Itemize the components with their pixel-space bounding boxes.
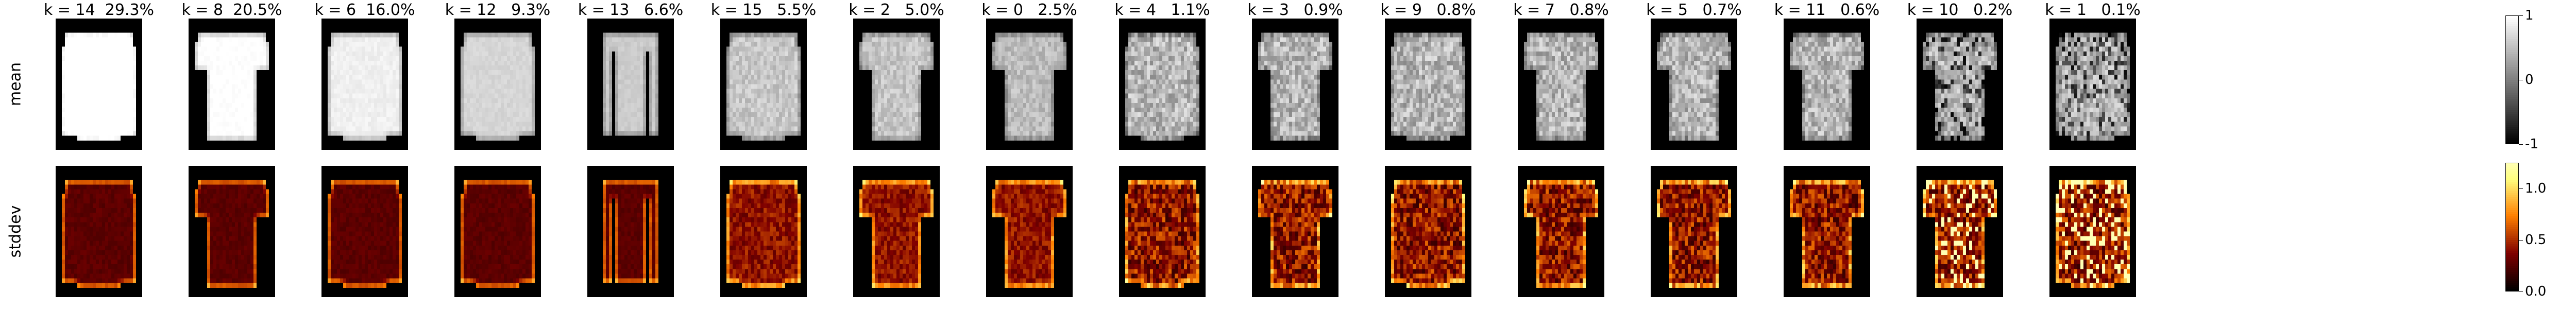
heatmap-mean-k4 — [1119, 19, 1206, 150]
panel-title-k5: k = 5 0.7% — [1646, 1, 1742, 19]
heatmap-stddev-k14 — [56, 166, 142, 297]
heatmap-mean-k9 — [1385, 19, 1471, 150]
heatmap-stddev-k13 — [587, 166, 674, 297]
panel-title-k14: k = 14 29.3% — [43, 1, 155, 19]
heatmap-stddev-k10 — [1917, 166, 2003, 297]
colorbar-tick-label: 0 — [2525, 72, 2534, 88]
heatmap-mean-k7 — [1518, 19, 1604, 150]
colorbar-tick-label: -1 — [2525, 136, 2538, 152]
panel-title-k11: k = 11 0.6% — [1774, 1, 1880, 19]
panel-title-k12: k = 12 9.3% — [445, 1, 551, 19]
heatmap-mean-k12 — [454, 19, 541, 150]
heatmap-mean-k11 — [1784, 19, 1870, 150]
heatmap-stddev-k6 — [321, 166, 408, 297]
heatmap-mean-k8 — [189, 19, 275, 150]
heatmap-stddev-k7 — [1518, 166, 1604, 297]
heatmap-mean-k6 — [321, 19, 408, 150]
colorbar-tick-label: 0.5 — [2525, 232, 2547, 248]
heatmap-mean-k3 — [1252, 19, 1338, 150]
colorbar-tick-mark — [2519, 15, 2523, 16]
panel-title-k4: k = 4 1.1% — [1114, 1, 1210, 19]
colorbar-tick-mark — [2519, 188, 2523, 189]
heatmap-mean-k5 — [1651, 19, 1737, 150]
heatmap-mean-k10 — [1917, 19, 2003, 150]
panel-title-k0: k = 0 2.5% — [981, 1, 1077, 19]
colorbar-tick-label: 1 — [2525, 8, 2534, 23]
heatmap-stddev-k15 — [720, 166, 807, 297]
row-label-mean: mean — [6, 62, 25, 106]
heatmap-stddev-k3 — [1252, 166, 1338, 297]
colorbar-tick-label: 1.0 — [2525, 181, 2547, 196]
colorbar-mean — [2505, 15, 2519, 144]
colorbar-stddev — [2505, 163, 2519, 291]
panel-title-k13: k = 13 6.6% — [578, 1, 684, 19]
panel-title-k1: k = 1 0.1% — [2045, 1, 2141, 19]
panel-title-k9: k = 9 0.8% — [1380, 1, 1476, 19]
heatmap-mean-k14 — [56, 19, 142, 150]
heatmap-mean-k13 — [587, 19, 674, 150]
heatmap-stddev-k4 — [1119, 166, 1206, 297]
heatmap-stddev-k1 — [2049, 166, 2136, 297]
panel-title-k8: k = 8 20.5% — [181, 1, 282, 19]
heatmap-stddev-k12 — [454, 166, 541, 297]
heatmap-stddev-k5 — [1651, 166, 1737, 297]
panel-title-k15: k = 15 5.5% — [710, 1, 817, 19]
heatmap-mean-k2 — [853, 19, 940, 150]
panel-title-k6: k = 6 16.0% — [314, 1, 415, 19]
heatmap-stddev-k8 — [189, 166, 275, 297]
heatmap-mean-k15 — [720, 19, 807, 150]
heatmap-stddev-k9 — [1385, 166, 1471, 297]
panel-title-k7: k = 7 0.8% — [1513, 1, 1609, 19]
heatmap-stddev-k0 — [986, 166, 1073, 297]
heatmap-stddev-k2 — [853, 166, 940, 297]
row-label-stddev: stddev — [6, 205, 25, 258]
panel-title-k2: k = 2 5.0% — [849, 1, 944, 19]
colorbar-tick-mark — [2519, 144, 2523, 145]
colorbar-tick-mark — [2519, 240, 2523, 241]
heatmap-mean-k1 — [2049, 19, 2136, 150]
panel-title-k10: k = 10 0.2% — [1907, 1, 2013, 19]
colorbar-tick-label: 0.0 — [2525, 284, 2547, 299]
heatmap-stddev-k11 — [1784, 166, 1870, 297]
colorbar-tick-mark — [2519, 291, 2523, 292]
heatmap-mean-k0 — [986, 19, 1073, 150]
panel-title-k3: k = 3 0.9% — [1247, 1, 1343, 19]
